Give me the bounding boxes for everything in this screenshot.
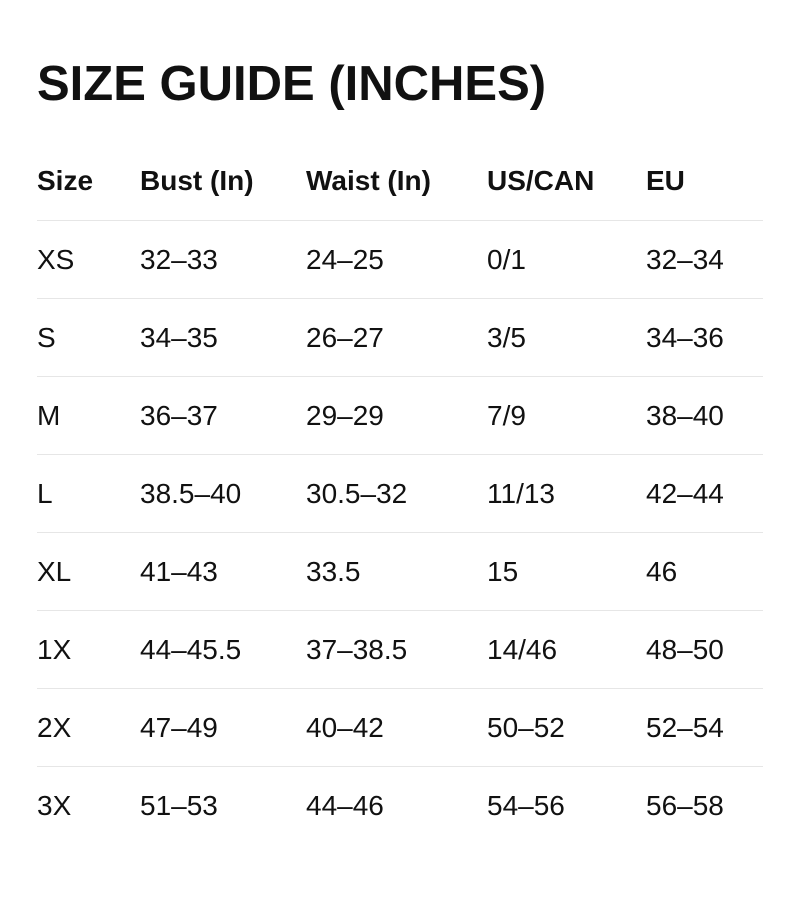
header-bust: Bust (In): [140, 165, 254, 196]
table-row: 2X 47–49 40–42 50–52 52–54: [37, 688, 763, 767]
cell-waist: 33.5: [306, 532, 487, 611]
cell-us-can: 50–52: [487, 688, 646, 767]
table-row: 1X 44–45.5 37–38.5 14/46 48–50: [37, 610, 763, 689]
cell-eu: 32–34: [646, 220, 763, 299]
cell-waist: 29–29: [306, 376, 487, 455]
cell-us-can: 15: [487, 532, 646, 611]
table-row: 3X 51–53 44–46 54–56 56–58: [37, 766, 763, 844]
cell-size: 3X: [37, 766, 140, 844]
cell-bust: 36–37: [140, 376, 306, 455]
cell-us-can: 3/5: [487, 298, 646, 377]
cell-eu: 34–36: [646, 298, 763, 377]
table-row: XS 32–33 24–25 0/1 32–34: [37, 220, 763, 299]
cell-us-can: 54–56: [487, 766, 646, 844]
cell-bust: 32–33: [140, 220, 306, 299]
cell-eu: 48–50: [646, 610, 763, 689]
cell-bust: 51–53: [140, 766, 306, 844]
cell-size: 2X: [37, 688, 140, 767]
cell-size: S: [37, 298, 140, 377]
cell-bust: 44–45.5: [140, 610, 306, 689]
cell-waist: 30.5–32: [306, 454, 487, 533]
table-row: L 38.5–40 30.5–32 11/13 42–44: [37, 454, 763, 533]
header-eu: EU: [646, 165, 685, 196]
cell-bust: 38.5–40: [140, 454, 306, 533]
header-us-can: US/CAN: [487, 165, 595, 196]
table-row: S 34–35 26–27 3/5 34–36: [37, 298, 763, 377]
cell-waist: 40–42: [306, 688, 487, 767]
cell-bust: 34–35: [140, 298, 306, 377]
header-row: Size Bust (In) Waist (In) US/CAN EU: [37, 142, 763, 221]
cell-waist: 24–25: [306, 220, 487, 299]
table-row: M 36–37 29–29 7/9 38–40: [37, 376, 763, 455]
cell-bust: 41–43: [140, 532, 306, 611]
cell-us-can: 0/1: [487, 220, 646, 299]
cell-eu: 42–44: [646, 454, 763, 533]
cell-waist: 26–27: [306, 298, 487, 377]
cell-eu: 46: [646, 532, 763, 611]
cell-size: M: [37, 376, 140, 455]
header-waist: Waist (In): [306, 165, 431, 196]
size-guide-table: Size Bust (In) Waist (In) US/CAN EU XS 32…: [37, 142, 763, 844]
cell-waist: 37–38.5: [306, 610, 487, 689]
cell-eu: 56–58: [646, 766, 763, 844]
cell-us-can: 11/13: [487, 454, 646, 533]
cell-eu: 38–40: [646, 376, 763, 455]
cell-size: L: [37, 454, 140, 533]
cell-bust: 47–49: [140, 688, 306, 767]
cell-us-can: 14/46: [487, 610, 646, 689]
cell-eu: 52–54: [646, 688, 763, 767]
header-size: Size: [37, 165, 94, 196]
table-row: XL 41–43 33.5 15 46: [37, 532, 763, 611]
cell-waist: 44–46: [306, 766, 487, 844]
cell-size: XS: [37, 220, 140, 299]
cell-size: XL: [37, 532, 140, 611]
cell-us-can: 7/9: [487, 376, 646, 455]
page-title: SIZE GUIDE (INCHES): [37, 57, 547, 111]
cell-size: 1X: [37, 610, 140, 689]
